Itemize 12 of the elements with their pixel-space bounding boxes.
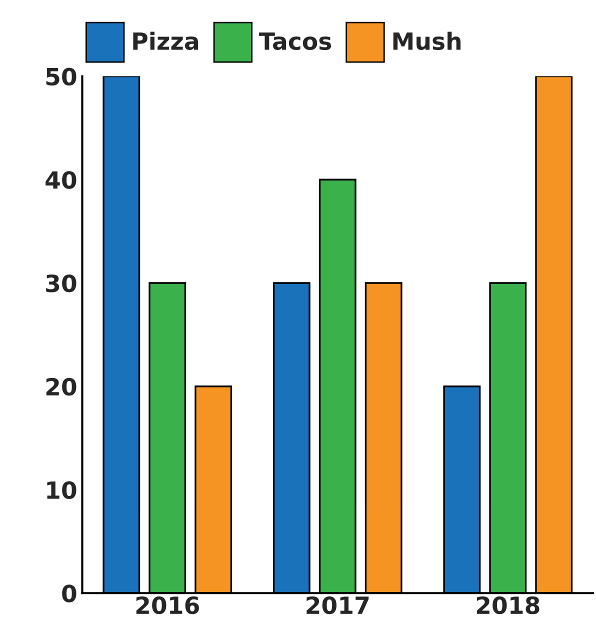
legend-label: Pizza [133,32,198,50]
x-tick-label: 2016 [136,596,199,614]
y-tick-label: 10 [47,481,76,500]
legend-label: Mush [393,32,461,50]
y-tick-label: 40 [46,171,76,189]
legend-label: Tacos [259,32,332,50]
x-tick-label: 2017 [306,596,369,614]
y-tick-label: 50 [46,68,76,86]
y-tick-label: 0 [62,584,76,602]
y-tick-label: 20 [46,378,76,396]
x-tick-label: 2018 [476,596,540,614]
y-tick-label: 30 [46,274,76,292]
